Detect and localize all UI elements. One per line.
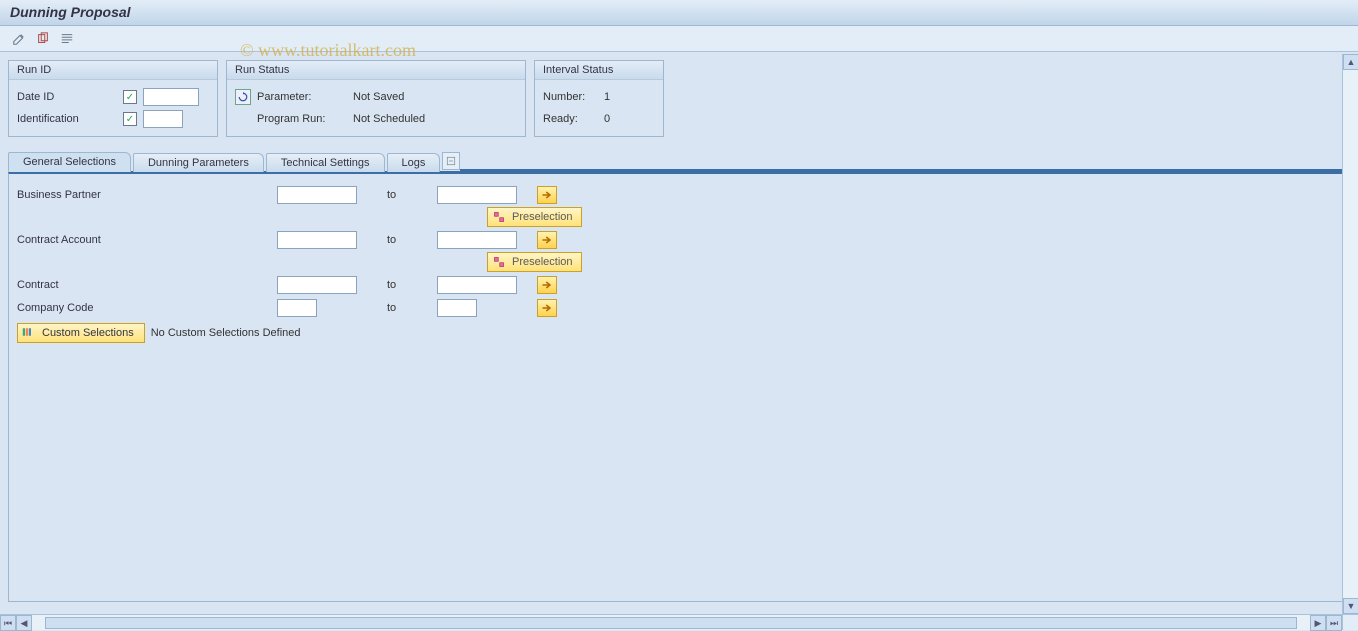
business-partner-multi-button[interactable]	[537, 186, 557, 204]
scroll-right-icon[interactable]: ▶	[1310, 615, 1326, 631]
vscroll-track[interactable]	[1343, 70, 1358, 598]
contract-label: Contract	[17, 279, 277, 291]
no-custom-selections-text: No Custom Selections Defined	[151, 327, 301, 339]
preselection-label-2: Preselection	[512, 256, 573, 268]
page-title: Dunning Proposal	[0, 0, 1358, 26]
business-partner-from-input[interactable]	[277, 186, 357, 204]
scroll-right-fast-icon[interactable]: ⏭	[1326, 615, 1342, 631]
copy-icon[interactable]	[34, 30, 52, 48]
date-id-input[interactable]	[143, 88, 199, 106]
tab-technical-settings[interactable]: Technical Settings	[266, 153, 385, 172]
scrollbar-corner	[1342, 614, 1358, 630]
custom-selections-icon	[22, 326, 36, 340]
preselection-icon-2	[492, 255, 506, 269]
business-partner-label: Business Partner	[17, 189, 277, 201]
company-code-to-input[interactable]	[437, 299, 477, 317]
contract-from-input[interactable]	[277, 276, 357, 294]
contract-account-to-input[interactable]	[437, 231, 517, 249]
scroll-left-fast-icon[interactable]: ⏮	[0, 615, 16, 631]
horizontal-scrollbar[interactable]: ⏮ ◀ ▶ ⏭	[0, 614, 1342, 630]
toolbar	[0, 26, 1358, 52]
contract-multi-button[interactable]	[537, 276, 557, 294]
scroll-down-icon[interactable]: ▼	[1343, 598, 1358, 614]
list-icon[interactable]	[58, 30, 76, 48]
to-label: to	[387, 189, 407, 201]
company-code-label: Company Code	[17, 302, 277, 314]
preselection-label: Preselection	[512, 211, 573, 223]
hscroll-thumb[interactable]	[45, 617, 1297, 629]
identification-label: Identification	[17, 113, 117, 125]
scroll-left-icon[interactable]: ◀	[16, 615, 32, 631]
panel-run-id: Run ID Date ID ✓ Identification ✓	[8, 60, 218, 137]
to-label-4: to	[387, 302, 407, 314]
panel-interval-status: Interval Status Number: 1 Ready: 0	[534, 60, 664, 137]
contract-account-label: Contract Account	[17, 234, 277, 246]
panel-run-status: Run Status Parameter: Not Saved Program …	[226, 60, 526, 137]
company-code-from-input[interactable]	[277, 299, 317, 317]
tab-general-selections[interactable]: General Selections	[8, 152, 131, 172]
contract-account-preselection-button[interactable]: Preselection	[487, 252, 582, 272]
date-id-check-icon[interactable]: ✓	[123, 90, 137, 104]
panel-run-id-title: Run ID	[9, 61, 217, 80]
to-label-3: to	[387, 279, 407, 291]
interval-number-label: Number:	[543, 91, 598, 103]
business-partner-to-input[interactable]	[437, 186, 517, 204]
business-partner-preselection-button[interactable]: Preselection	[487, 207, 582, 227]
parameter-label: Parameter:	[257, 91, 347, 103]
date-id-label: Date ID	[17, 91, 117, 103]
scroll-up-icon[interactable]: ▲	[1343, 54, 1358, 70]
interval-number-value: 1	[604, 91, 610, 103]
refresh-icon[interactable]	[235, 89, 251, 105]
hscroll-track[interactable]	[32, 615, 1310, 630]
identification-check-icon[interactable]: ✓	[123, 112, 137, 126]
interval-ready-value: 0	[604, 113, 610, 125]
program-run-value: Not Scheduled	[353, 113, 425, 125]
pencil-icon[interactable]	[10, 30, 28, 48]
parameter-value: Not Saved	[353, 91, 404, 103]
contract-to-input[interactable]	[437, 276, 517, 294]
to-label-2: to	[387, 234, 407, 246]
preselection-icon	[492, 210, 506, 224]
tab-logs[interactable]: Logs	[387, 153, 441, 172]
tab-overflow-icon[interactable]	[442, 152, 460, 170]
company-code-multi-button[interactable]	[537, 299, 557, 317]
panel-interval-status-title: Interval Status	[535, 61, 663, 80]
identification-input[interactable]	[143, 110, 183, 128]
contract-account-from-input[interactable]	[277, 231, 357, 249]
vertical-scrollbar[interactable]: ▲ ▼	[1342, 54, 1358, 614]
tabstrip: General Selections Dunning Parameters Te…	[8, 151, 1350, 172]
contract-account-multi-button[interactable]	[537, 231, 557, 249]
info-panels: Run ID Date ID ✓ Identification ✓ Run St…	[0, 52, 1358, 145]
tab-dunning-parameters[interactable]: Dunning Parameters	[133, 153, 264, 172]
custom-selections-button[interactable]: Custom Selections	[17, 323, 145, 343]
program-run-label: Program Run:	[257, 113, 347, 125]
custom-selections-label: Custom Selections	[42, 327, 134, 339]
interval-ready-label: Ready:	[543, 113, 598, 125]
tab-content: Business Partner to Preselection Contrac…	[8, 172, 1350, 602]
panel-run-status-title: Run Status	[227, 61, 525, 80]
